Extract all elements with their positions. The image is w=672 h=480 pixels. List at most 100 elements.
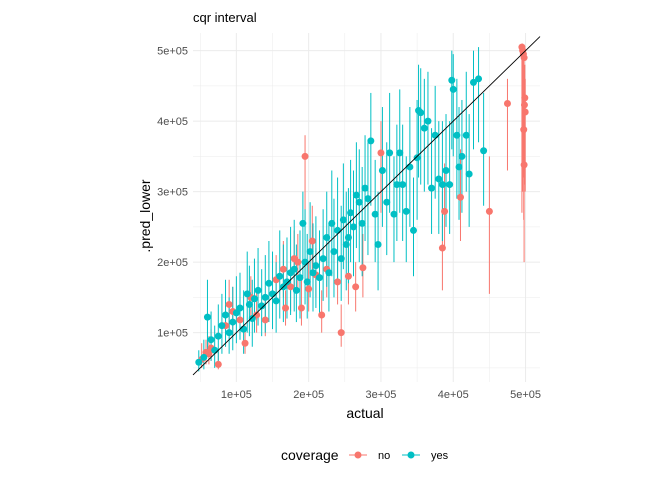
point-yes	[420, 124, 428, 132]
point-yes	[211, 346, 219, 354]
point-yes	[319, 255, 327, 263]
point-yes	[424, 117, 432, 125]
point-yes	[232, 309, 240, 317]
point-no	[279, 265, 287, 273]
point-yes	[342, 241, 350, 249]
point-no	[308, 237, 316, 245]
point-yes	[453, 131, 461, 139]
point-yes	[339, 216, 347, 224]
point-no	[520, 126, 528, 134]
point-yes	[254, 286, 262, 294]
legend-label-no: no	[378, 450, 390, 462]
point-yes	[449, 85, 457, 93]
point-yes	[290, 265, 298, 273]
point-no	[352, 283, 360, 291]
y-tick-labels: 1e+05 2e+05 3e+05 4e+05 5e+05	[157, 46, 188, 340]
point-yes	[301, 258, 309, 266]
point-yes	[367, 137, 375, 145]
point-yes	[383, 198, 391, 206]
point-yes	[349, 223, 357, 231]
point-yes	[306, 248, 314, 256]
x-tick-label: 1e+05	[221, 389, 252, 401]
y-tick-label: 5e+05	[157, 46, 188, 58]
point-yes	[225, 329, 233, 337]
point-yes	[413, 154, 421, 162]
point-yes	[299, 219, 307, 227]
point-yes	[283, 278, 291, 286]
point-yes	[292, 286, 300, 294]
reference-line-layer	[192, 36, 541, 376]
chart-title: cqr interval	[193, 10, 257, 25]
point-yes	[393, 181, 401, 189]
point-yes	[200, 353, 208, 361]
point-no	[456, 193, 464, 201]
point-yes	[364, 195, 372, 203]
point-no	[344, 272, 352, 280]
point-yes	[358, 219, 366, 227]
point-yes	[195, 358, 203, 366]
legend-title: coverage	[281, 447, 339, 463]
point-yes	[296, 274, 304, 282]
legend: coverage no yes	[281, 447, 449, 463]
point-yes	[272, 297, 280, 305]
point-yes	[276, 272, 284, 280]
y-axis-title: .pred_lower	[137, 179, 153, 252]
point-yes	[399, 181, 407, 189]
point-no	[236, 316, 244, 324]
point-yes	[245, 300, 253, 308]
point-yes	[475, 75, 483, 83]
y-tick-label: 3e+05	[157, 187, 188, 199]
point-no	[318, 311, 326, 319]
point-yes	[330, 248, 338, 256]
x-tick-labels: 1e+05 2e+05 3e+05 4e+05 5e+05	[221, 389, 541, 401]
x-tick-label: 4e+05	[438, 389, 469, 401]
point-no	[305, 285, 313, 293]
point-yes	[409, 226, 417, 234]
point-yes	[355, 198, 363, 206]
point-yes	[465, 170, 473, 178]
point-no	[520, 54, 528, 62]
y-tick-label: 1e+05	[157, 328, 188, 340]
point-yes	[218, 322, 226, 330]
point-yes	[240, 325, 248, 333]
point-yes	[236, 304, 244, 312]
point-no	[521, 108, 529, 116]
point-yes	[265, 279, 273, 287]
point-no	[359, 264, 367, 272]
point-no	[334, 278, 342, 286]
point-yes	[214, 332, 222, 340]
point-yes	[261, 293, 269, 301]
point-yes	[222, 311, 230, 319]
point-yes	[458, 152, 466, 160]
point-yes	[438, 181, 446, 189]
point-yes	[390, 210, 398, 218]
point-no	[282, 304, 290, 312]
point-yes	[325, 269, 333, 277]
point-yes	[361, 184, 369, 192]
y-tick-label: 4e+05	[157, 116, 188, 128]
point-yes	[303, 278, 311, 286]
point-yes	[229, 318, 237, 326]
point-no	[503, 100, 511, 108]
point-yes	[344, 233, 352, 241]
point-yes	[328, 219, 336, 227]
point-no	[301, 152, 309, 160]
point-yes	[309, 269, 317, 277]
point-yes	[402, 207, 410, 215]
point-no	[205, 350, 213, 358]
point-yes	[269, 290, 277, 298]
point-yes	[312, 262, 320, 270]
point-no	[520, 161, 528, 169]
point-yes	[462, 131, 470, 139]
point-no	[441, 207, 449, 215]
point-yes	[371, 210, 379, 218]
point-no	[214, 360, 222, 368]
interval-segments	[198, 43, 526, 372]
point-yes	[386, 149, 394, 157]
point-yes	[378, 166, 386, 174]
point-yes	[316, 274, 324, 282]
point-no	[520, 101, 528, 109]
reference-line	[192, 36, 541, 376]
point-no	[337, 329, 345, 337]
